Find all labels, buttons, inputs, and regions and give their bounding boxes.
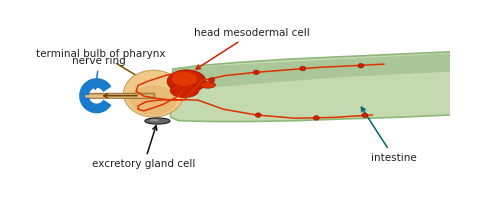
Ellipse shape: [313, 116, 320, 120]
Ellipse shape: [208, 78, 215, 82]
Ellipse shape: [145, 118, 170, 124]
PathPatch shape: [173, 53, 458, 92]
Ellipse shape: [172, 72, 197, 86]
PathPatch shape: [169, 52, 458, 121]
Text: nerve ring: nerve ring: [72, 56, 126, 89]
Text: head mesodermal cell: head mesodermal cell: [194, 28, 310, 69]
Ellipse shape: [167, 70, 206, 93]
Text: intestine: intestine: [362, 107, 416, 163]
Ellipse shape: [170, 83, 199, 98]
Text: excretory gland cell: excretory gland cell: [92, 126, 196, 169]
Ellipse shape: [253, 70, 260, 75]
Ellipse shape: [300, 66, 306, 71]
Ellipse shape: [200, 82, 216, 88]
FancyBboxPatch shape: [86, 95, 152, 98]
FancyArrowPatch shape: [104, 94, 137, 98]
Ellipse shape: [150, 119, 159, 121]
Ellipse shape: [124, 70, 184, 117]
Text: terminal bulb of pharynx: terminal bulb of pharynx: [36, 49, 166, 85]
FancyBboxPatch shape: [82, 93, 154, 98]
Ellipse shape: [362, 113, 368, 118]
Ellipse shape: [358, 63, 364, 68]
Ellipse shape: [255, 113, 262, 117]
Ellipse shape: [130, 85, 177, 115]
